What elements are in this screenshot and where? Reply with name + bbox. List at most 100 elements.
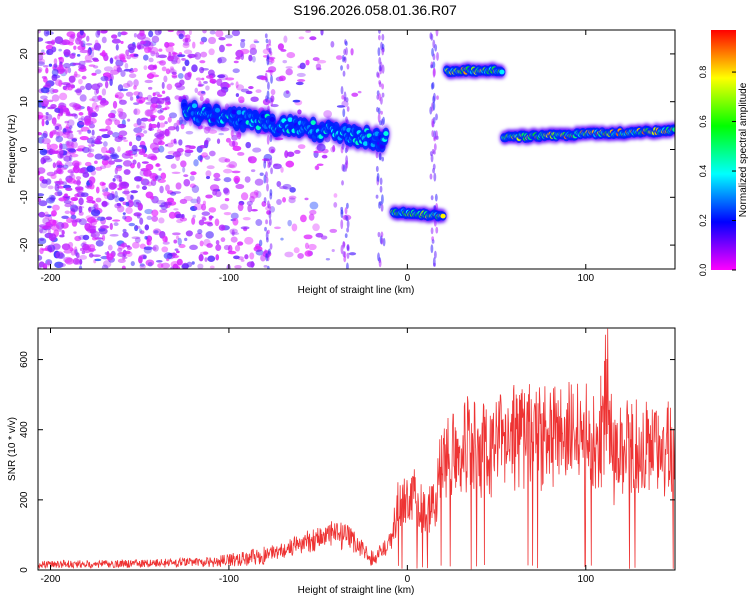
heatmap-noise-cell — [74, 258, 82, 265]
heatmap-noise-cell — [179, 79, 185, 86]
heatmap-noise-cell — [230, 212, 239, 220]
heatmap-noise-cell — [196, 196, 201, 205]
heatmap-noise-cell — [235, 84, 245, 91]
heatmap-noise-cell — [263, 174, 267, 184]
heatmap-noise-cell — [344, 233, 348, 238]
heatmap-noise-cell — [118, 175, 123, 183]
heatmap-noise-cell — [223, 187, 229, 194]
heatmap-noise-cell — [119, 244, 125, 247]
heatmap-noise-cell — [148, 86, 153, 90]
heatmap-noise-cell — [79, 85, 86, 91]
heatmap-noise-cell — [139, 230, 145, 235]
heatmap-noise-cell — [189, 183, 196, 188]
heatmap-noise-cell — [194, 87, 199, 94]
heatmap-noise-cell — [201, 216, 206, 219]
heatmap-noise-cell — [64, 120, 70, 124]
heatmap-noise-cell — [148, 30, 154, 38]
heatmap-noise-cell — [280, 166, 284, 173]
heatmap-noise-cell — [232, 217, 239, 226]
heatmap-noise-cell — [288, 197, 296, 204]
heatmap-noise-cell — [267, 229, 270, 234]
heatmap-noise-cell — [201, 125, 207, 130]
heatmap-noise-cell — [346, 219, 350, 229]
heatmap-noise-cell — [157, 178, 166, 183]
heatmap-noise-cell — [267, 81, 270, 91]
heatmap-noise-cell — [341, 180, 344, 186]
heatmap-noise-cell — [118, 130, 128, 137]
heatmap-noise-cell — [230, 82, 234, 86]
heatmap-noise-cell — [198, 219, 205, 226]
heatmap-noise-cell — [39, 148, 48, 156]
ridge-core-cell — [310, 120, 316, 126]
colorbar-tick-label: 0.6 — [698, 115, 708, 128]
heatmap-noise-cell — [133, 53, 139, 57]
heatmap-noise-cell — [264, 72, 268, 82]
heatmap-noise-cell — [52, 88, 59, 94]
heatmap-noise-cell — [344, 207, 348, 215]
heatmap-noise-cell — [42, 263, 48, 269]
ridge-core-cell — [362, 141, 369, 147]
heatmap-noise-cell — [429, 32, 433, 40]
ridge-core-cell — [214, 107, 221, 113]
heatmap-noise-cell — [209, 184, 220, 192]
heatmap-noise-cell — [124, 62, 129, 69]
heatmap-noise-cell — [313, 150, 323, 154]
heatmap-noise-cell — [73, 231, 77, 234]
heatmap-noise-cell — [101, 234, 106, 242]
heatmap-noise-cell — [133, 91, 141, 96]
heatmap-noise-cell — [182, 37, 191, 43]
colorbar-gradient — [711, 30, 736, 270]
heatmap-noise-cell — [120, 70, 126, 77]
heatmap-noise-cell — [435, 135, 439, 140]
y-tick-label: 200 — [19, 491, 30, 508]
heatmap-noise-cell — [262, 55, 270, 58]
heatmap-noise-cell — [375, 165, 379, 172]
heatmap-noise-cell — [175, 125, 180, 132]
heatmap-noise-cell — [263, 158, 267, 164]
heatmap-noise-cell — [170, 139, 175, 144]
heatmap-noise-cell — [88, 123, 96, 129]
heatmap-noise-cell — [56, 164, 64, 168]
heatmap-noise-cell — [101, 155, 110, 161]
heatmap-noise-cell — [346, 246, 350, 252]
heatmap-noise-cell — [268, 146, 276, 154]
heatmap-noise-cell — [348, 252, 357, 256]
heatmap-noise-cell — [84, 222, 91, 231]
heatmap-noise-cell — [106, 193, 115, 201]
heatmap-noise-cell — [269, 188, 273, 196]
heatmap-noise-cell — [172, 263, 179, 269]
heatmap-noise-cell — [118, 197, 125, 202]
heatmap-noise-cell — [340, 209, 344, 215]
heatmap-noise-cell — [199, 240, 204, 247]
heatmap-noise-cell — [259, 172, 264, 177]
heatmap-noise-cell — [136, 118, 142, 126]
heatmap-noise-cell — [100, 216, 107, 225]
heatmap-noise-cell — [305, 30, 311, 33]
heatmap-noise-cell — [160, 172, 167, 180]
heatmap-noise-cell — [432, 53, 436, 61]
heatmap-noise-cell — [54, 183, 60, 192]
heatmap-noise-cell — [113, 222, 119, 227]
heatmap-noise-cell — [266, 210, 272, 215]
heatmap-noise-cell — [55, 135, 64, 143]
heatmap-noise-cell — [69, 113, 77, 117]
heatmap-noise-cell — [164, 128, 170, 137]
heatmap-noise-cell — [66, 141, 75, 149]
heatmap-noise-cell — [340, 65, 343, 71]
y-tick-label: 10 — [19, 96, 30, 108]
heatmap-noise-cell — [74, 248, 78, 257]
heatmap-noise-cell — [167, 150, 177, 155]
heatmap-noise-cell — [68, 154, 73, 162]
heatmap-noise-cell — [144, 97, 149, 100]
heatmap-noise-cell — [184, 149, 194, 153]
y-tick-label: 400 — [19, 421, 30, 438]
heatmap-noise-cell — [73, 45, 77, 50]
heatmap-noise-cell — [127, 43, 137, 51]
heatmap-noise-cell — [204, 139, 209, 145]
heatmap-noise-cell — [346, 262, 349, 269]
heatmap-noise-cell — [64, 257, 74, 265]
heatmap-noise-cell — [343, 255, 347, 263]
heatmap-noise-cell — [41, 105, 46, 109]
heatmap-noise-cell — [38, 193, 45, 197]
heatmap-noise-cell — [218, 132, 225, 136]
